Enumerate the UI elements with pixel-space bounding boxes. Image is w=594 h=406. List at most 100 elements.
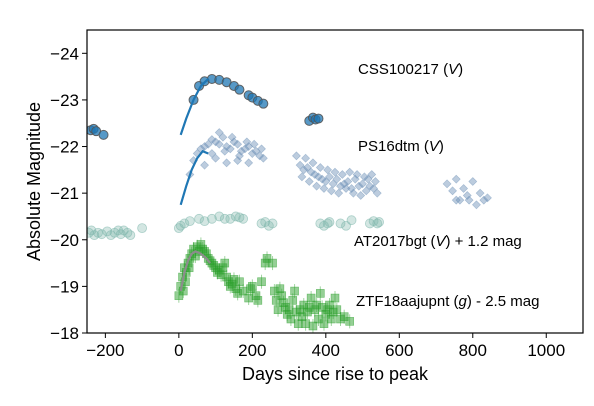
x-tick-label: 200 [238,341,266,360]
data-point [211,137,221,147]
series-ps16dtm-fit [179,149,209,206]
data-point [345,317,354,326]
data-point [200,142,209,151]
data-point [222,158,232,168]
data-point [315,163,325,172]
data-point [345,167,355,177]
data-point [220,146,230,156]
data-point [286,314,296,324]
series-css100217-fit [179,78,209,136]
annotation-ztf18aajupnt: ZTF18aajupnt (g) - 2.5 mag [356,293,539,310]
data-point [308,321,318,331]
data-point [464,195,474,205]
data-point [312,181,322,191]
data-point [367,170,377,179]
data-point [184,216,195,227]
data-point [459,184,469,193]
x-tick-label: 1000 [527,341,565,360]
data-point [314,172,323,182]
data-point [451,195,461,205]
data-point [200,160,209,170]
data-point [323,165,333,175]
data-point [268,258,277,268]
data-point [324,217,335,227]
fit-line [179,78,209,136]
data-point [462,191,472,200]
data-point [290,286,299,296]
data-point [313,113,324,124]
data-point [137,223,148,234]
data-point [219,213,230,224]
x-tick-label: 400 [312,341,340,360]
data-point [346,215,357,226]
data-point [343,177,353,186]
series-ztf18aajupnt [174,237,354,333]
data-point [310,170,320,179]
data-point [125,230,136,241]
data-point [222,142,232,151]
x-axis-label: Days since rise to peak [242,364,429,384]
x-axis-ticks: −200 0 200 400 600 800 1000 [86,333,565,360]
data-point [479,195,489,205]
y-axis-label: Absolute Magnitude [24,102,44,261]
data-point [306,167,316,177]
data-point [365,181,375,191]
y-tick-label: −24 [50,44,79,63]
series-ztf18aajupnt-fit [179,250,211,292]
data-point [214,139,224,149]
data-point [235,277,244,287]
data-point [178,286,188,296]
data-point [220,258,230,268]
data-point [194,213,204,224]
data-point [234,84,245,95]
data-point [475,188,485,198]
data-point [339,312,349,321]
data-point [319,184,329,193]
data-point [448,186,457,196]
data-point [248,282,257,291]
data-point [244,158,254,168]
data-point [238,213,249,224]
data-point [316,289,325,298]
data-point [211,153,221,163]
data-point [233,139,243,149]
y-tick-label: −20 [50,231,79,250]
data-point [179,218,190,229]
data-point [337,170,347,179]
data-point [291,151,301,161]
series-layer [87,73,492,333]
data-point [356,191,366,200]
data-point [258,98,269,109]
series-at2017bgt [87,211,384,241]
data-point [249,139,259,149]
data-point [442,179,452,189]
data-point [227,132,237,142]
data-point [326,186,336,196]
data-point [339,179,349,189]
data-point [214,128,224,137]
y-axis-ticks: −24 −23 −22 −21 −20 −19 −18 [50,44,87,343]
data-point [262,254,272,263]
data-point [214,211,225,222]
data-point [370,177,380,186]
annotation-ps16dtm: PS16dtm (V) [358,138,444,155]
data-point [348,188,358,198]
plot-frame [86,29,584,334]
data-point [258,153,268,163]
data-point [304,177,314,186]
data-point [319,319,329,328]
x-tick-label: 0 [174,341,183,360]
data-point [335,218,346,229]
data-point [306,293,316,303]
annotation-layer: CSS100217 (V) PS16dtm (V) AT2017bgt (V) + … [354,61,539,310]
data-point [354,181,364,191]
data-point [374,217,384,227]
data-point [352,170,362,179]
data-point [98,129,109,140]
data-point [253,296,263,305]
x-tick-label: −200 [86,341,124,360]
data-point [102,226,113,237]
data-point [341,184,351,193]
data-point [236,146,246,156]
data-point [372,188,382,198]
